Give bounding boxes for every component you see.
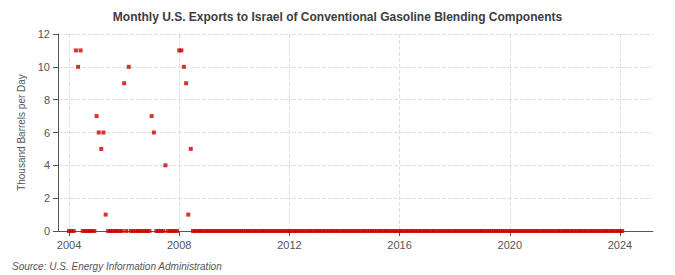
svg-text:Monthly U.S. Exports to Israel: Monthly U.S. Exports to Israel of Conven…	[113, 10, 563, 24]
svg-text:Source: U.S. Energy Informatio: Source: U.S. Energy Information Administ…	[12, 261, 222, 272]
svg-text:2004: 2004	[57, 239, 81, 251]
svg-text:12: 12	[38, 28, 50, 40]
svg-text:2008: 2008	[167, 239, 191, 251]
svg-text:8: 8	[44, 94, 50, 106]
svg-text:Thousand Barrels per Day: Thousand Barrels per Day	[16, 74, 27, 191]
svg-text:2024: 2024	[608, 239, 632, 251]
svg-text:10: 10	[38, 61, 50, 73]
svg-text:6: 6	[44, 127, 50, 139]
svg-text:4: 4	[44, 159, 50, 171]
svg-text:2020: 2020	[498, 239, 522, 251]
svg-text:0: 0	[44, 225, 50, 237]
svg-text:2016: 2016	[387, 239, 411, 251]
svg-text:2: 2	[44, 192, 50, 204]
svg-text:2012: 2012	[277, 239, 301, 251]
